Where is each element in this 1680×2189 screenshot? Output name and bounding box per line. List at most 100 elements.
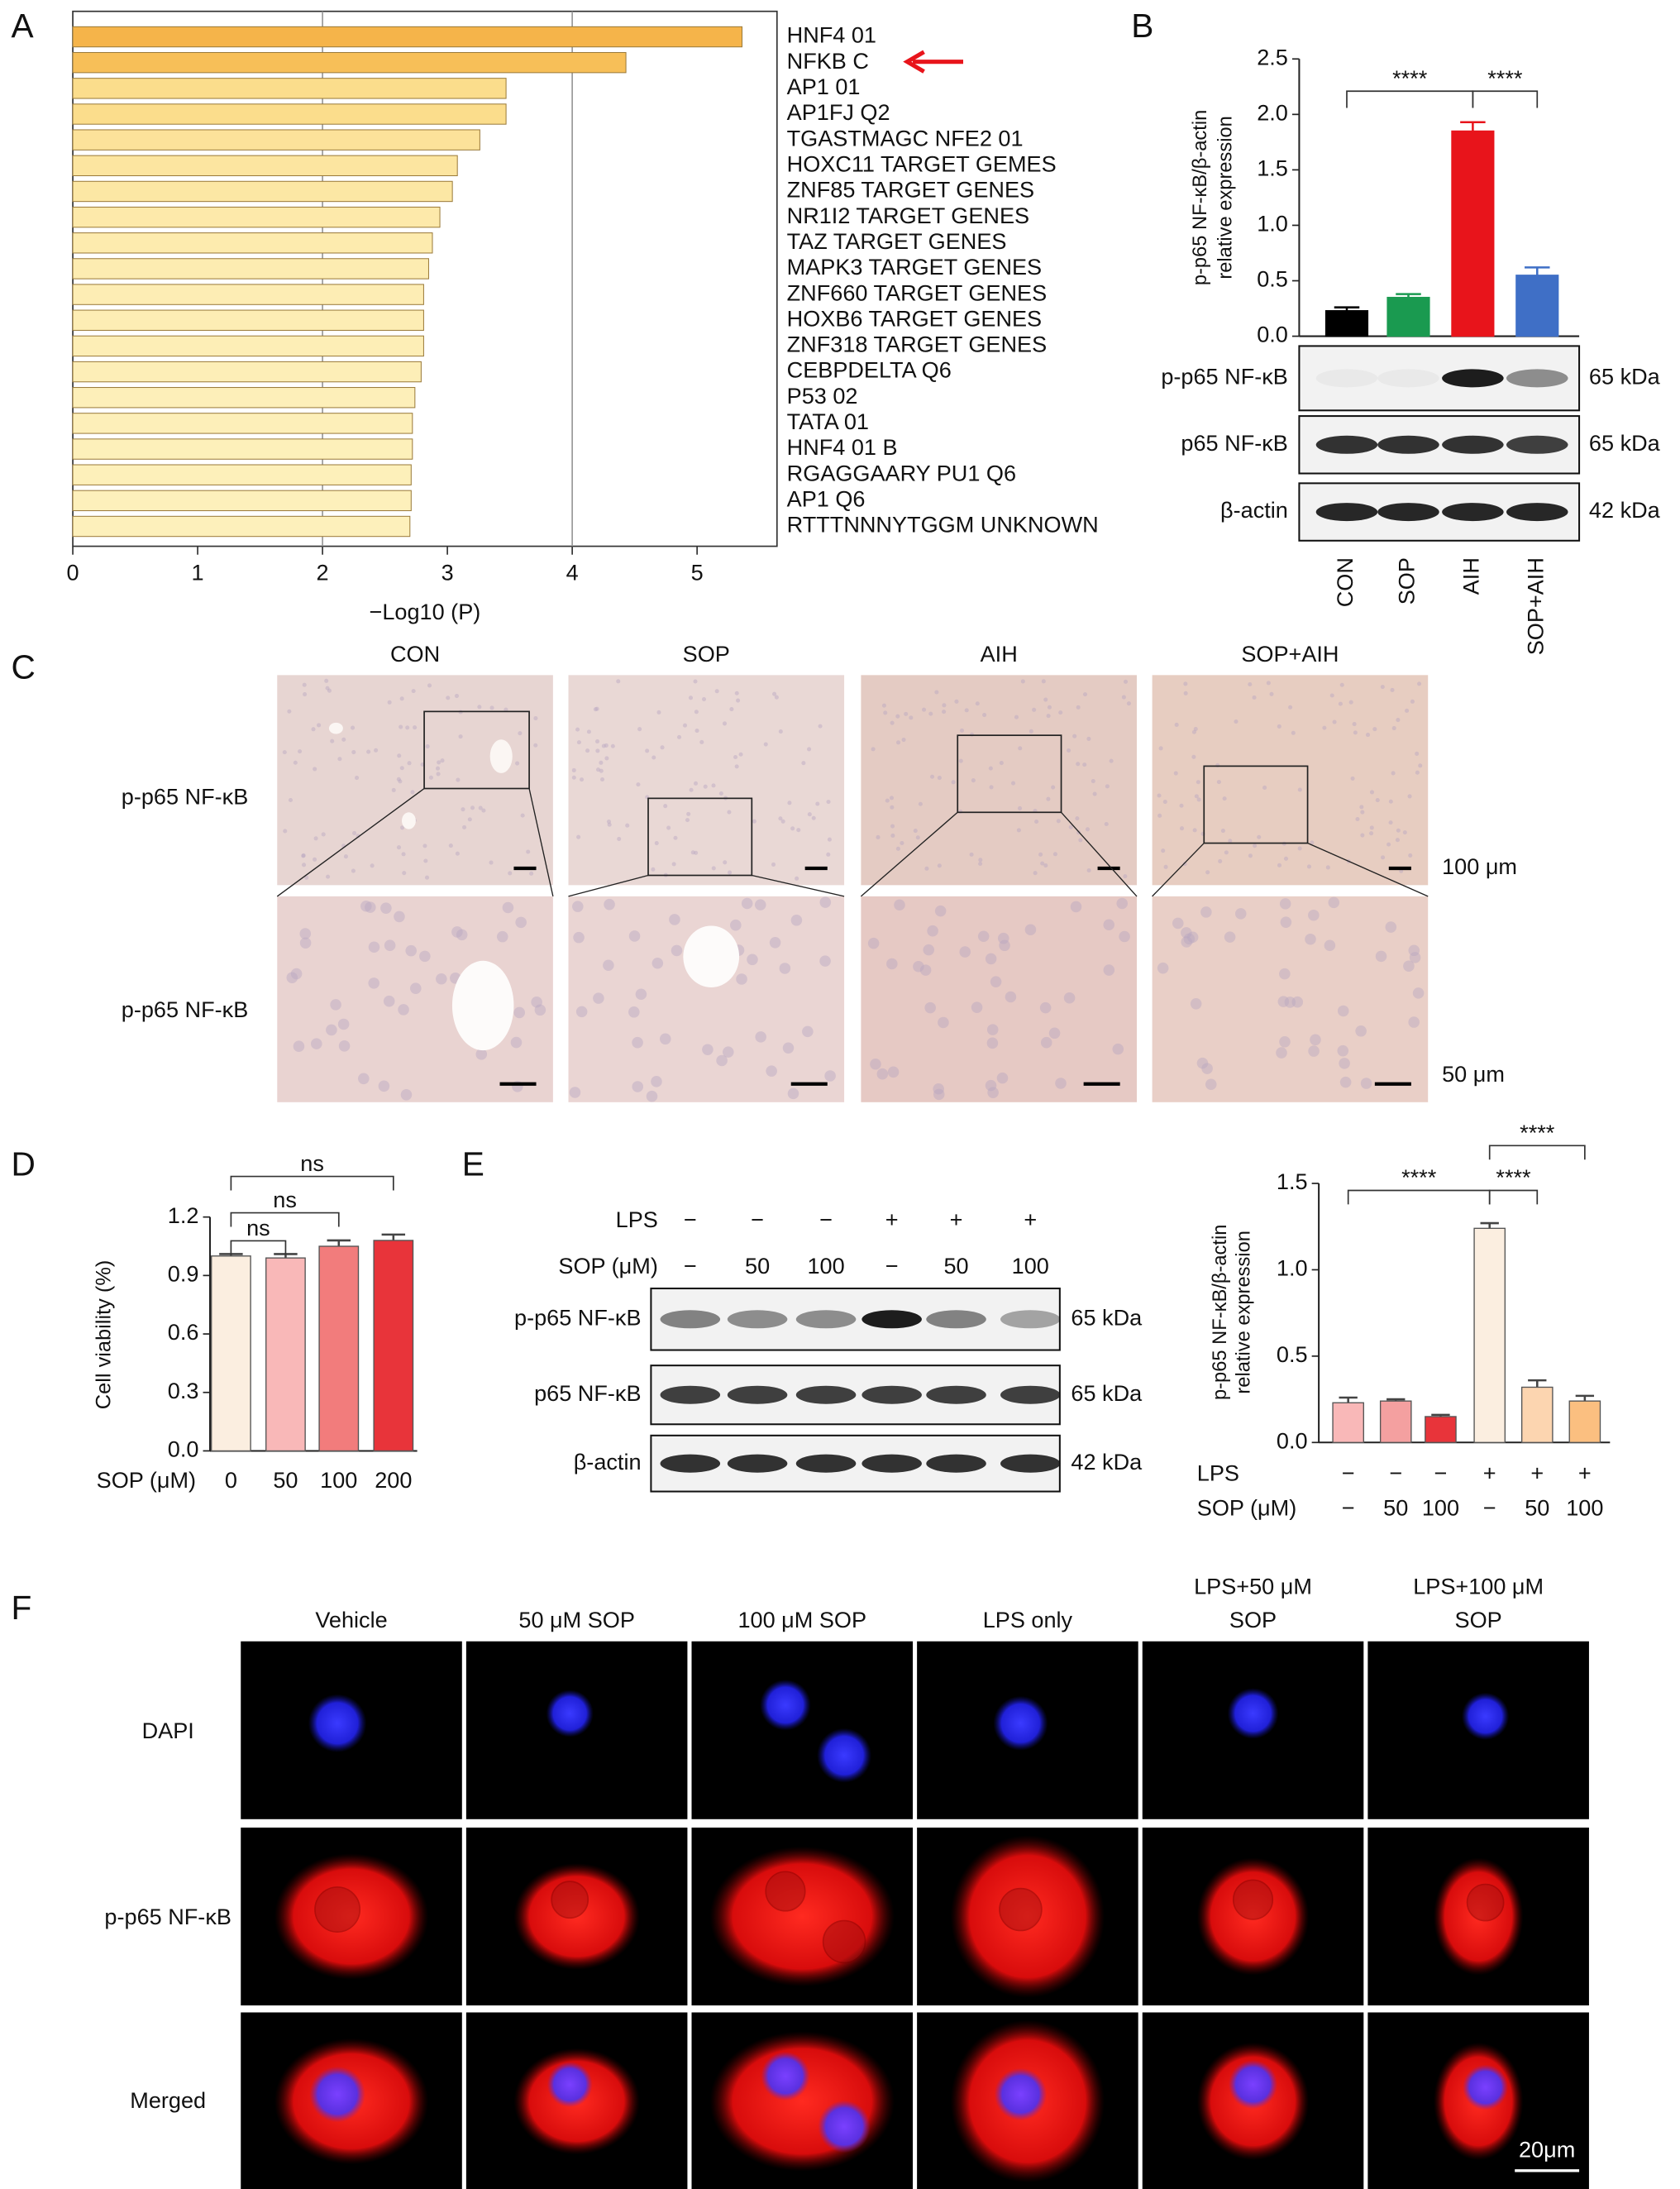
nucleus-dot [515,916,527,929]
nucleus-dot [399,696,404,701]
nucleus [308,1694,367,1753]
nucleus-dot [374,748,379,753]
vessel [401,812,416,829]
nucleus-dot [518,731,523,736]
nucleus-dot [1337,1044,1349,1057]
nucleus-dot [604,743,609,748]
nucleus-dot [970,732,975,737]
nucleus-dot [977,930,990,943]
blot-row-label: p65 NF-κB [534,1380,641,1406]
significance-bracket [1488,1145,1586,1160]
nucleus-dot [663,804,668,809]
nucleus-dot [895,846,900,851]
nucleus-dot [1396,828,1401,833]
nucleus-dot [1034,819,1039,824]
blot-band [1315,369,1378,388]
nucleus-dot [283,829,288,834]
blot-band [1000,1454,1061,1473]
nucleus-dot [400,1089,413,1101]
nucleus-dot [736,698,741,703]
nucleus-dot [617,836,622,842]
nucleus-dot [1032,707,1037,712]
nucleus-dot [571,775,576,780]
nucleus [1232,1879,1274,1920]
nucleus-dot [303,692,308,697]
nucleus-dot [671,944,683,957]
bar [1324,310,1369,337]
nucleus-dot [871,747,876,752]
nucleus-dot [1325,865,1330,870]
zoom-line [1307,842,1429,897]
nucleus-dot [1253,844,1258,848]
nucleus [817,1728,872,1783]
nucleus-dot [1010,781,1016,786]
condition-label: 50 [943,1253,968,1279]
nucleus-dot [747,954,758,966]
condition-label: 100 [1012,1253,1049,1279]
nucleus-dot [763,742,768,747]
nucleus-dot [896,740,901,745]
nucleus-dot [1092,791,1097,796]
y-tick-label: 2.0 [1257,99,1288,125]
cell-body [1196,1857,1310,1976]
nucleus-dot [771,862,776,867]
nucleus-dot [1339,1076,1352,1088]
blot-row-label: p-p65 NF-κB [1161,364,1288,390]
zoom-line [1061,811,1138,897]
y-tick-label: 0.6 [168,1319,199,1345]
nucleus-dot [669,914,680,925]
nucleus-dot [1043,697,1048,702]
nucleus-dot [802,1025,814,1038]
nucleus-dot [919,964,932,976]
nucleus-dot [396,777,401,781]
condition-label: − [819,1207,833,1232]
nucleus-dot [1112,1043,1124,1055]
nucleus-dot [711,783,716,788]
nucleus-dot [1039,1001,1052,1014]
nucleus-dot [1038,852,1043,857]
nucleus-dot [637,727,642,732]
blot-band [727,1385,788,1404]
nucleus-dot [755,1031,766,1043]
bar [265,1257,306,1452]
bar [72,26,743,48]
nucleus-dot [510,1036,523,1049]
blot-row-label: β-actin [1220,497,1288,523]
bar [72,413,413,434]
nucleus-dot [313,836,318,841]
bar [1386,296,1430,337]
nucleus-dot [1123,874,1128,879]
category-label: NR1I2 TARGET GENES [787,203,1029,228]
nucleus-dot [1196,797,1201,802]
blot-row-label: p65 NF-κB [1181,430,1287,456]
bar [1515,275,1559,337]
y-tick-label: 1.2 [168,1202,199,1228]
bar [1425,1416,1457,1443]
blot-band [660,1385,721,1404]
nucleus-dot [1388,799,1393,804]
nucleus-dot [425,744,430,749]
nucleus-dot [399,724,403,729]
y-tick-label: 1.0 [1277,1255,1308,1281]
nucleus-dot [889,796,895,801]
significance-bracket [1346,90,1474,108]
nucleus-dot [1103,964,1115,976]
nucleus-dot [646,1090,658,1102]
nucleus-dot [1277,724,1281,729]
nucleus-dot [671,862,676,867]
nucleus-dot [1161,848,1166,853]
nucleus-dot [451,926,463,938]
nucleus-dot [716,1054,728,1067]
nucleus-dot [1386,842,1391,847]
y-tick-label: 1.0 [1257,211,1288,237]
nucleus-dot [1324,939,1336,952]
x-tick-label: + [1578,1460,1592,1485]
nucleus-dot [722,721,728,726]
scale-label: 50 μm [1442,1061,1505,1087]
nucleus-dot [1350,776,1355,781]
significance-label: **** [1392,65,1428,91]
nucleus-dot [413,725,418,730]
category-label: TATA 01 [787,409,869,434]
nucleus-dot [458,734,463,739]
nucleus-dot [1183,933,1196,945]
